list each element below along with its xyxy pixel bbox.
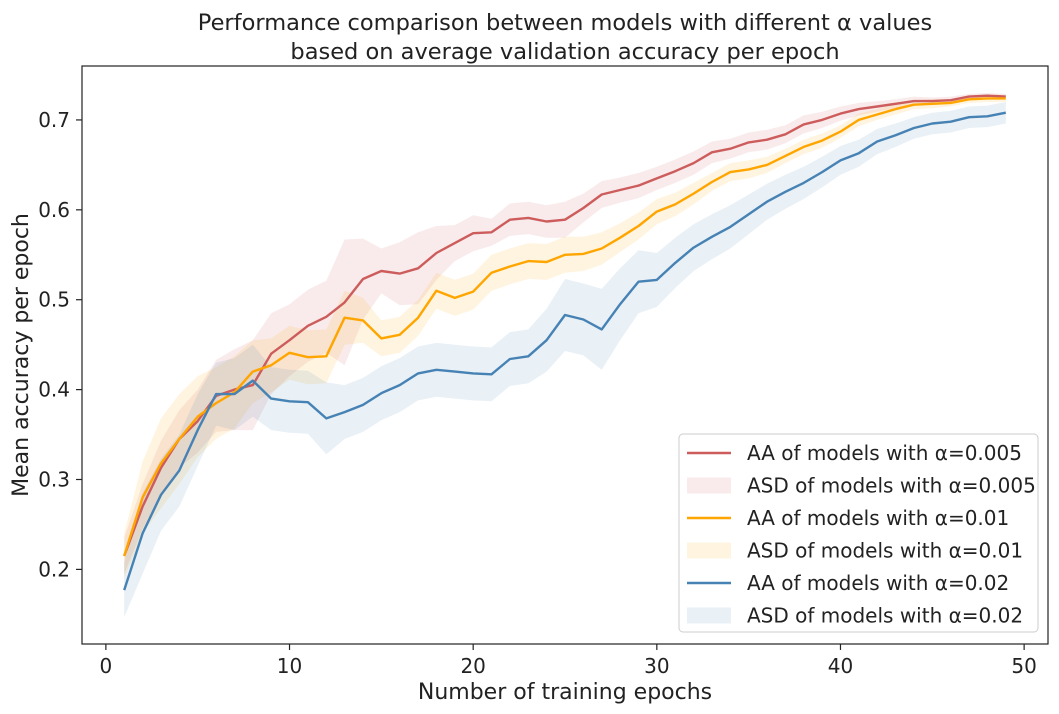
legend-label: AA of models with α=0.01 xyxy=(747,506,1009,530)
y-tick-label: 0.2 xyxy=(38,557,70,581)
sd-band-1 xyxy=(124,94,1006,579)
y-axis: 0.2 0.3 0.4 0.5 0.6 0.7 xyxy=(38,108,82,581)
legend-band-swatch xyxy=(687,607,731,624)
series-line-2 xyxy=(123,111,1007,591)
x-axis: 0 10 20 30 40 50 xyxy=(100,644,1037,678)
legend-box xyxy=(678,433,1039,633)
legend-band-swatch xyxy=(687,542,731,559)
y-tick-label: 0.7 xyxy=(38,108,70,132)
x-tick-label: 30 xyxy=(644,654,669,678)
x-tick-label: 0 xyxy=(100,654,113,678)
chart-title-line-2: based on average validation accuracy per… xyxy=(290,39,839,65)
plot-frame xyxy=(81,65,1049,645)
series-line-0 xyxy=(123,94,1006,557)
sd-band-0 xyxy=(124,93,1006,574)
y-tick-label: 0.3 xyxy=(38,467,70,491)
y-axis-label: Mean accuracy per epoch xyxy=(9,213,34,497)
sd-bands xyxy=(124,93,1006,617)
legend-label: AA of models with α=0.005 xyxy=(747,441,1022,465)
x-axis-label: Number of training epochs xyxy=(418,680,712,705)
legend-label: AA of models with α=0.02 xyxy=(747,571,1009,595)
series-line-1 xyxy=(123,97,1006,557)
legend-band-swatch xyxy=(687,477,731,494)
legend: AA of models with α=0.005 ASD of models w… xyxy=(678,433,1039,633)
x-tick-label: 10 xyxy=(277,654,302,678)
x-tick-label: 40 xyxy=(828,654,853,678)
chart-title-line-1: Performance comparison between models wi… xyxy=(198,10,932,36)
x-tick-label: 20 xyxy=(460,654,485,678)
y-tick-label: 0.6 xyxy=(38,198,70,222)
y-tick-label: 0.4 xyxy=(38,378,70,402)
legend-label: ASD of models with α=0.01 xyxy=(747,539,1023,563)
legend-label: ASD of models with α=0.005 xyxy=(747,474,1036,498)
x-tick-label: 50 xyxy=(1011,654,1036,678)
legend-label: ASD of models with α=0.02 xyxy=(747,604,1023,628)
y-tick-label: 0.5 xyxy=(38,288,70,312)
series-lines xyxy=(123,94,1007,591)
